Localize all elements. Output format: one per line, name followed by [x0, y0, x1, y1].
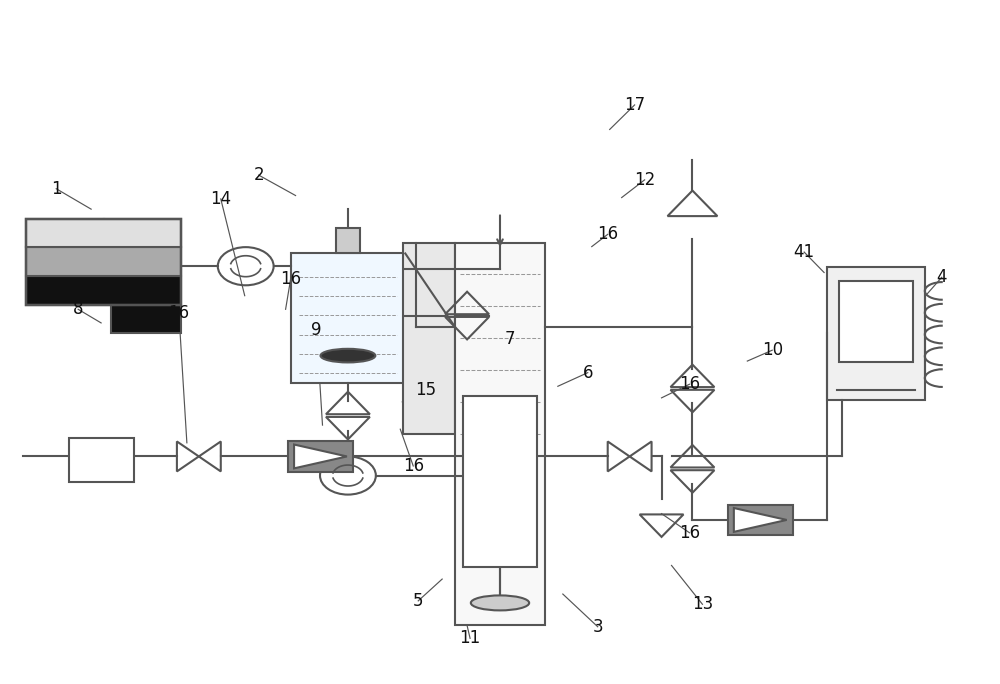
Bar — [26, 220, 181, 304]
Text: 16: 16 — [679, 524, 700, 542]
Polygon shape — [294, 445, 347, 469]
Text: 13: 13 — [692, 595, 713, 614]
Text: 17: 17 — [624, 96, 645, 114]
Text: 16: 16 — [280, 270, 301, 289]
Text: 3: 3 — [592, 618, 603, 635]
Bar — [69, 438, 134, 482]
Text: 8: 8 — [73, 300, 83, 318]
Bar — [336, 228, 360, 254]
Text: 7: 7 — [505, 330, 515, 347]
Text: 4: 4 — [937, 268, 947, 287]
Text: 10: 10 — [762, 341, 783, 359]
Bar — [839, 280, 913, 363]
Bar — [827, 267, 925, 400]
Text: 5: 5 — [413, 592, 423, 610]
Text: 6: 6 — [583, 364, 593, 382]
Text: 9: 9 — [311, 321, 322, 339]
Text: 2: 2 — [253, 166, 264, 184]
Text: 15: 15 — [415, 381, 436, 399]
Text: 14: 14 — [210, 190, 231, 208]
Bar — [291, 254, 405, 383]
Text: 16: 16 — [597, 225, 618, 244]
Bar — [455, 244, 545, 624]
Bar — [26, 248, 181, 276]
Ellipse shape — [471, 595, 529, 610]
Text: 41: 41 — [794, 243, 815, 261]
Polygon shape — [734, 508, 787, 532]
Text: 11: 11 — [459, 629, 481, 647]
Bar — [288, 441, 353, 472]
Ellipse shape — [320, 349, 375, 363]
Bar — [26, 276, 181, 304]
Text: 16: 16 — [679, 376, 700, 393]
Bar — [403, 244, 455, 434]
Bar — [26, 220, 181, 248]
Text: 1: 1 — [51, 180, 62, 198]
Bar — [111, 304, 181, 333]
Bar — [463, 397, 537, 567]
Text: 12: 12 — [634, 171, 655, 189]
Bar — [728, 505, 793, 536]
Text: 16: 16 — [403, 457, 424, 475]
Text: 16: 16 — [168, 304, 189, 322]
